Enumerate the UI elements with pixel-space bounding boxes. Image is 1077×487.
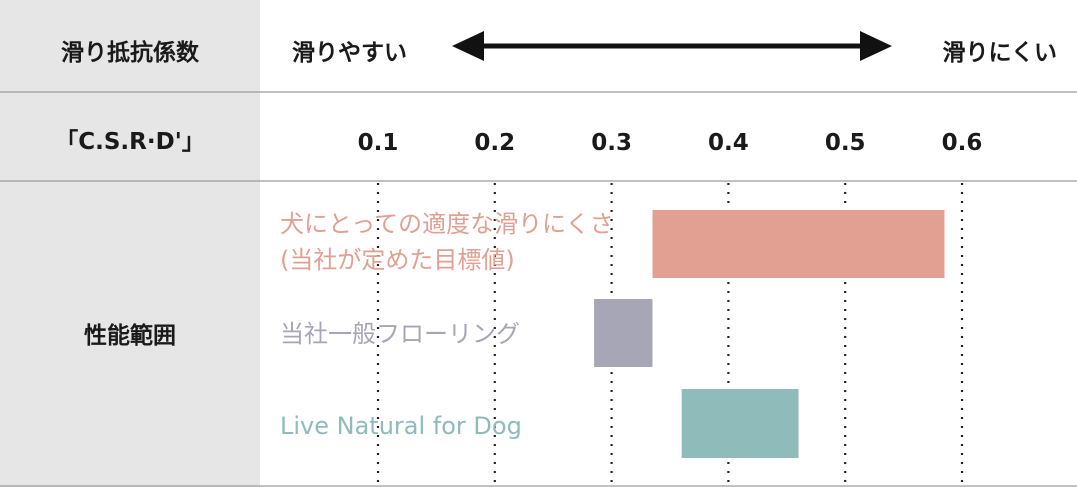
series-label: 当社一般フローリング [280,320,520,348]
row-label-coefficient: 滑り抵抗係数 [61,39,200,66]
range-bar [652,210,945,278]
tick-label: 0.4 [708,130,749,156]
range-bars [594,210,945,458]
less-slippery-label: 滑りにくい [942,40,1057,66]
series-label: 犬にとっての適度な滑りにくさ [280,210,614,238]
tick-label: 0.6 [942,130,983,156]
range-bar [681,389,799,458]
label-column [0,0,260,487]
series-label: Live Natural for Dog [280,412,522,440]
tick-label: 0.2 [474,130,515,156]
range-bar [594,299,653,367]
series-label-note: (当社が定めた目標値) [280,246,515,274]
slippery-label: 滑りやすい [292,40,407,66]
tick-labels: 0.1 0.2 0.3 0.4 0.5 0.6 [358,130,983,156]
tick-label: 0.3 [591,130,632,156]
series-labels: 犬にとっての適度な滑りにくさ (当社が定めた目標値) 当社一般フローリング Live … [280,210,614,440]
row-label-csrd: 「C.S.R·D'」 [55,129,205,155]
tick-label: 0.5 [825,130,866,156]
tick-label: 0.1 [358,130,399,156]
double-arrow-icon [452,31,892,61]
row-label-performance-range: 性能範囲 [84,322,176,349]
